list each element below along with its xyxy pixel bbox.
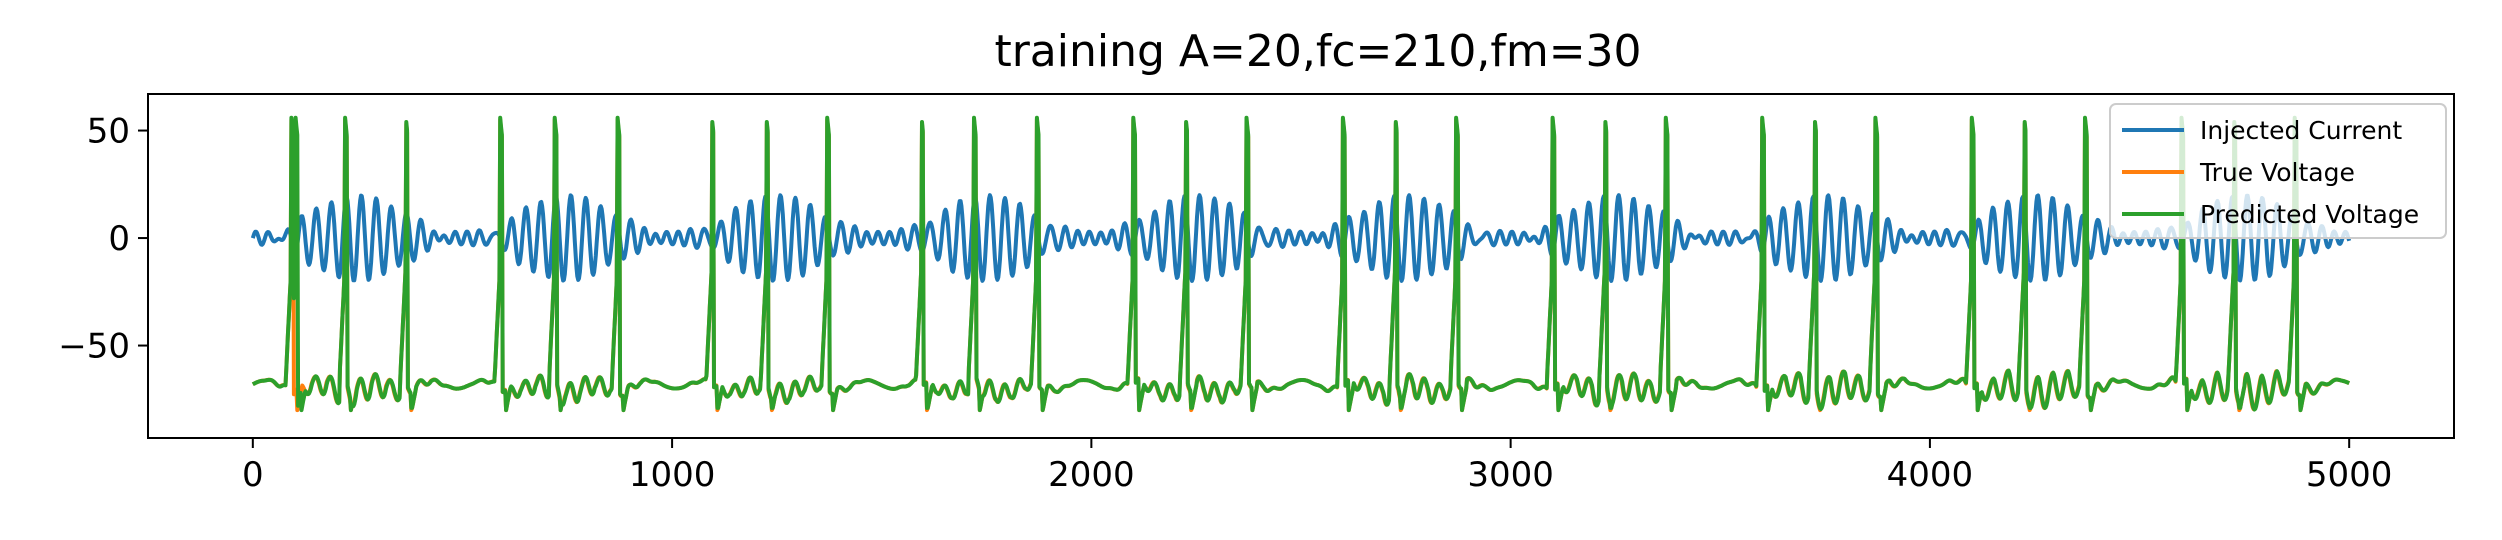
legend-label: True Voltage — [2199, 158, 2355, 187]
y-tick-label: 0 — [108, 219, 130, 259]
x-tick-label: 4000 — [1887, 455, 1974, 495]
x-tick-label: 0 — [242, 455, 264, 495]
legend-label: Injected Current — [2200, 116, 2402, 145]
y-tick-label: −50 — [58, 327, 130, 367]
x-tick-label: 5000 — [2306, 455, 2393, 495]
plot-frame — [147, 93, 2455, 439]
y-tick-label: 50 — [87, 112, 130, 152]
x-tick-label: 3000 — [1467, 455, 1554, 495]
series-line-3 — [251, 115, 2351, 413]
legend: Injected Current True Voltage Predicted Vo… — [2109, 103, 2447, 239]
legend-label: Predicted Voltage — [2200, 200, 2419, 229]
x-tick-label: 2000 — [1048, 455, 1135, 495]
x-tick-label: 1000 — [629, 455, 716, 495]
chart-title: training A=20,fc=210,fm=30 — [994, 26, 1641, 77]
series-line-1 — [250, 193, 2352, 283]
legend-frame — [2109, 103, 2447, 239]
